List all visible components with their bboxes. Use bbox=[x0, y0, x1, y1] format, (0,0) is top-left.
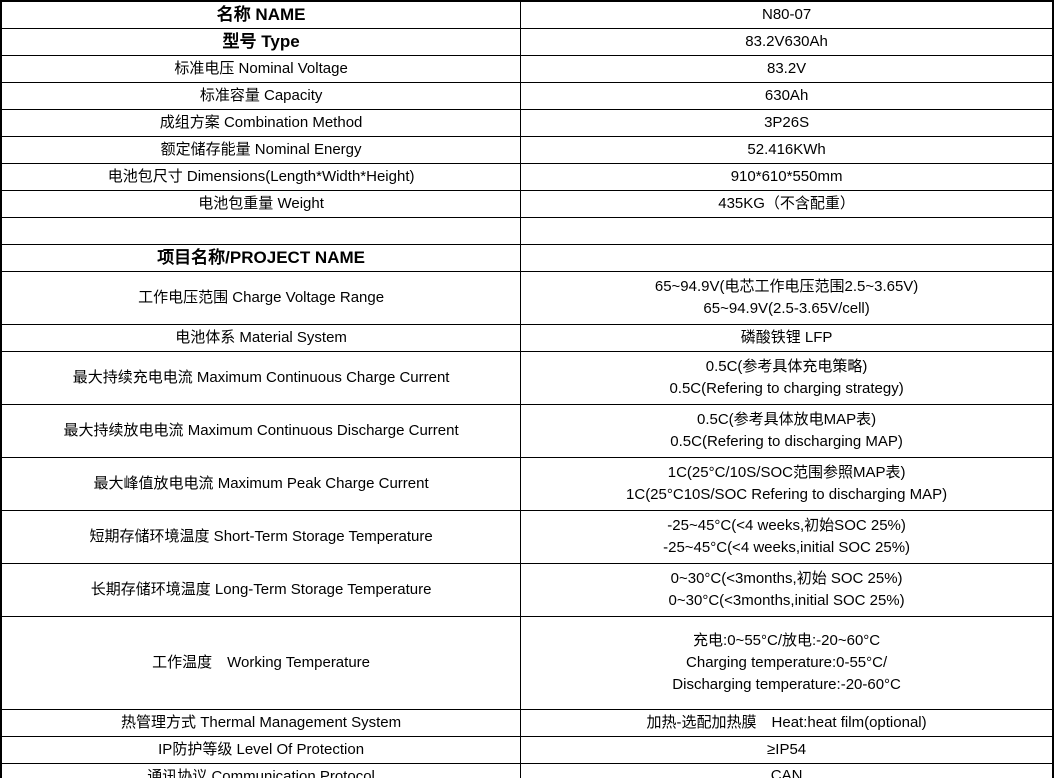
spec-value-line: 435KG（不含配重） bbox=[718, 194, 855, 212]
table-row: 电池包重量 Weight 435KG（不含配重） bbox=[0, 189, 1054, 218]
spec-label: 通讯协议 Communication Protocol bbox=[0, 762, 522, 778]
spec-value: 83.2V bbox=[520, 54, 1054, 83]
spec-label: 短期存储环境温度 Short-Term Storage Temperature bbox=[0, 509, 522, 564]
table-row: 项目名称/PROJECT NAME bbox=[0, 243, 1054, 272]
spec-value: 充电:0~55°C/放电:-20~60°C Charging temperatur… bbox=[520, 615, 1054, 710]
spec-value: 65~94.9V(电芯工作电压范围2.5~3.65V) 65~94.9V(2.5-… bbox=[520, 270, 1054, 325]
spec-label: 标准容量 Capacity bbox=[0, 81, 522, 110]
spec-label: 工作温度 Working Temperature bbox=[0, 615, 522, 710]
spec-value: 3P26S bbox=[520, 108, 1054, 137]
table-row: 标准容量 Capacity 630Ah bbox=[0, 81, 1054, 110]
spec-value-line: 910*610*550mm bbox=[730, 167, 843, 185]
table-row: 电池包尺寸 Dimensions(Length*Width*Height) 91… bbox=[0, 162, 1054, 191]
table-row: 名称 NAME N80-07 bbox=[0, 0, 1054, 29]
table-row: 通讯协议 Communication Protocol CAN bbox=[0, 762, 1054, 778]
table-row: 额定储存能量 Nominal Energy 52.416KWh bbox=[0, 135, 1054, 164]
spec-value: CAN bbox=[520, 762, 1054, 778]
table-row: 长期存储环境温度 Long-Term Storage Temperature 0… bbox=[0, 562, 1054, 617]
spec-value-line: 65~94.9V(2.5-3.65V/cell) bbox=[703, 299, 870, 317]
spec-value-line: 0.5C(参考具体放电MAP表) bbox=[697, 410, 877, 428]
spec-value-line: Charging temperature:0-55°C/ bbox=[686, 653, 888, 671]
spec-label: 工作电压范围 Charge Voltage Range bbox=[0, 270, 522, 325]
spec-value-line: 52.416KWh bbox=[747, 140, 826, 158]
spec-value-line: N80-07 bbox=[761, 5, 812, 23]
spec-label: 电池包尺寸 Dimensions(Length*Width*Height) bbox=[0, 162, 522, 191]
spec-value-line: CAN bbox=[770, 767, 803, 778]
spec-value-line: ≥IP54 bbox=[767, 740, 807, 758]
table-row: 电池体系 Material System 磷酸铁锂 LFP bbox=[0, 323, 1054, 352]
table-row: 成组方案 Combination Method 3P26S bbox=[0, 108, 1054, 137]
spec-label: 名称 NAME bbox=[0, 0, 522, 29]
spec-label: IP防护等级 Level Of Protection bbox=[0, 735, 522, 764]
spec-value-line: 0.5C(Refering to charging strategy) bbox=[669, 379, 904, 397]
spec-label: 项目名称/PROJECT NAME bbox=[0, 243, 522, 272]
spec-value-line: 83.2V bbox=[766, 59, 807, 77]
spec-value: -25~45°C(<4 weeks,初始SOC 25%) -25~45°C(<4 … bbox=[520, 509, 1054, 564]
spec-label: 成组方案 Combination Method bbox=[0, 108, 522, 137]
spec-value: ≥IP54 bbox=[520, 735, 1054, 764]
spec-value-line: 0.5C(Refering to discharging MAP) bbox=[670, 432, 903, 450]
spec-value-line: Discharging temperature:-20-60°C bbox=[672, 675, 901, 693]
spec-value-line: 0~30°C(<3months,initial SOC 25%) bbox=[668, 591, 905, 609]
spec-value: 磷酸铁锂 LFP bbox=[520, 323, 1054, 352]
spec-value bbox=[520, 243, 1054, 272]
spec-value: 加热-选配加热膜 Heat:heat film(optional) bbox=[520, 708, 1054, 737]
spec-value: 0~30°C(<3months,初始 SOC 25%) 0~30°C(<3mont… bbox=[520, 562, 1054, 617]
table-row: 最大峰值放电电流 Maximum Peak Charge Current 1C(… bbox=[0, 456, 1054, 511]
spec-label: 长期存储环境温度 Long-Term Storage Temperature bbox=[0, 562, 522, 617]
spec-value-line: 630Ah bbox=[764, 86, 809, 104]
table-row: 标准电压 Nominal Voltage 83.2V bbox=[0, 54, 1054, 83]
spec-value: 0.5C(参考具体放电MAP表) 0.5C(Refering to dischar… bbox=[520, 403, 1054, 458]
spec-value: 0.5C(参考具体充电策略) 0.5C(Refering to charging … bbox=[520, 350, 1054, 405]
spec-value-line: 1C(25°C10S/SOC Refering to discharging M… bbox=[626, 485, 948, 503]
spec-value: 910*610*550mm bbox=[520, 162, 1054, 191]
spec-value-line: 3P26S bbox=[764, 113, 810, 131]
spec-value-line: 1C(25°C/10S/SOC范围参照MAP表) bbox=[667, 463, 906, 481]
spec-value-line: 磷酸铁锂 LFP bbox=[740, 328, 833, 346]
spec-label: 最大持续放电电流 Maximum Continuous Discharge Cu… bbox=[0, 403, 522, 458]
spec-value: 83.2V630Ah bbox=[520, 27, 1054, 56]
spec-value: 52.416KWh bbox=[520, 135, 1054, 164]
spec-value: 630Ah bbox=[520, 81, 1054, 110]
spec-label: 型号 Type bbox=[0, 27, 522, 56]
spec-label: 最大峰值放电电流 Maximum Peak Charge Current bbox=[0, 456, 522, 511]
spec-value-line: 0.5C(参考具体充电策略) bbox=[705, 357, 868, 375]
spec-label: 热管理方式 Thermal Management System bbox=[0, 708, 522, 737]
table-row: 工作温度 Working Temperature 充电:0~55°C/放电:-2… bbox=[0, 615, 1054, 710]
table-row: 型号 Type 83.2V630Ah bbox=[0, 27, 1054, 56]
spec-label bbox=[0, 216, 522, 245]
spec-label: 电池包重量 Weight bbox=[0, 189, 522, 218]
table-row: 最大持续放电电流 Maximum Continuous Discharge Cu… bbox=[0, 403, 1054, 458]
spec-value-line: -25~45°C(<4 weeks,初始SOC 25%) bbox=[667, 516, 906, 534]
table-row: IP防护等级 Level Of Protection ≥IP54 bbox=[0, 735, 1054, 764]
spec-label: 电池体系 Material System bbox=[0, 323, 522, 352]
table-row: 短期存储环境温度 Short-Term Storage Temperature … bbox=[0, 509, 1054, 564]
spec-label: 额定储存能量 Nominal Energy bbox=[0, 135, 522, 164]
spec-value-line: 充电:0~55°C/放电:-20~60°C bbox=[693, 631, 881, 649]
table-row bbox=[0, 216, 1054, 245]
table-row: 工作电压范围 Charge Voltage Range 65~94.9V(电芯工… bbox=[0, 270, 1054, 325]
spec-value: 1C(25°C/10S/SOC范围参照MAP表) 1C(25°C10S/SOC R… bbox=[520, 456, 1054, 511]
table-row: 热管理方式 Thermal Management System 加热-选配加热膜… bbox=[0, 708, 1054, 737]
spec-value-line: 65~94.9V(电芯工作电压范围2.5~3.65V) bbox=[654, 277, 919, 295]
spec-label: 标准电压 Nominal Voltage bbox=[0, 54, 522, 83]
spec-value-line: 83.2V630Ah bbox=[745, 32, 828, 50]
spec-value-line: 0~30°C(<3months,初始 SOC 25%) bbox=[670, 569, 903, 587]
table-row: 最大持续充电电流 Maximum Continuous Charge Curre… bbox=[0, 350, 1054, 405]
spec-value: N80-07 bbox=[520, 0, 1054, 29]
spec-label: 最大持续充电电流 Maximum Continuous Charge Curre… bbox=[0, 350, 522, 405]
spec-value-line: -25~45°C(<4 weeks,initial SOC 25%) bbox=[663, 538, 911, 556]
spec-value-line: 加热-选配加热膜 Heat:heat film(optional) bbox=[646, 713, 927, 731]
spec-value bbox=[520, 216, 1054, 245]
spec-value: 435KG（不含配重） bbox=[520, 189, 1054, 218]
